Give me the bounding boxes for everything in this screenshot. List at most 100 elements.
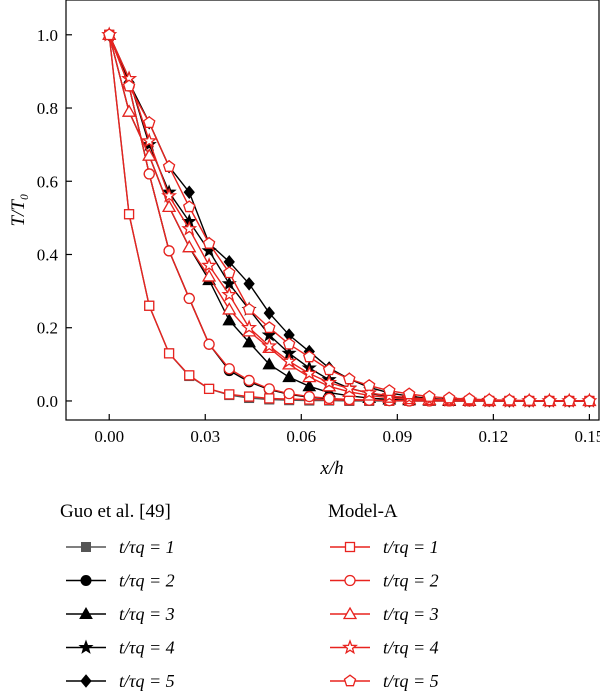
legend-item: t/τq = 4: [330, 638, 439, 658]
data-point: [163, 348, 175, 359]
legend-label: t/τq = 2: [383, 571, 439, 591]
legend-item: t/τq = 1: [330, 537, 439, 557]
legend-item: t/τq = 3: [330, 604, 439, 624]
data-point: [343, 372, 356, 385]
data-point: [243, 374, 255, 387]
data-point: [323, 392, 335, 405]
data-point: [361, 384, 378, 400]
data-point: [503, 393, 516, 406]
legend: Guo et al. [49] Model-A t/τq = 1 t/τq = 2 t/…: [60, 501, 439, 691]
legend-label: t/τq = 2: [119, 571, 175, 591]
legend-label: t/τq = 4: [383, 638, 439, 658]
data-point: [181, 220, 198, 236]
data-point: [583, 394, 596, 407]
legend-label: t/τq = 3: [383, 604, 439, 624]
x-tick-label: 0.09: [382, 427, 412, 446]
data-point: [562, 394, 576, 407]
axis-ticks: 0.00 0.03 0.06 0.09 0.12 0.15 0.0 0.2 0.4 0.6 0.8 1…: [37, 26, 600, 446]
data-point: [161, 199, 177, 213]
data-point: [222, 266, 236, 279]
data-point: [143, 168, 155, 180]
data-point: [482, 393, 496, 406]
legend-item: t/τq = 2: [66, 571, 175, 591]
series-guo-3: [102, 27, 597, 406]
legend-marker: [78, 639, 94, 654]
legend-marker: [80, 674, 92, 688]
y-tick-label: 1.0: [37, 26, 58, 45]
data-point: [242, 335, 256, 348]
series-line: [108, 34, 590, 402]
data-point: [263, 383, 275, 395]
y-axis-label: T/T₀: [8, 193, 29, 226]
legend-item: t/τq = 2: [330, 571, 439, 591]
data-point: [242, 302, 256, 315]
data-point: [223, 363, 235, 375]
series-model-a-4: [101, 26, 598, 408]
data-series: [101, 26, 598, 408]
data-point: [222, 302, 237, 315]
data-point: [241, 319, 258, 335]
data-point: [123, 209, 135, 220]
series-guo-2: [103, 29, 595, 407]
series-line: [108, 34, 590, 402]
data-point: [243, 277, 255, 291]
y-tick-label: 0.0: [37, 392, 58, 411]
data-point: [142, 116, 156, 129]
legend-group-title: Model-A: [328, 501, 398, 522]
x-axis-label: x/h: [319, 458, 343, 479]
series-line: [108, 34, 590, 402]
data-point: [184, 370, 195, 381]
legend-item: t/τq = 5: [330, 671, 439, 691]
legend-item: t/τq = 4: [66, 638, 175, 658]
y-tick-label: 0.2: [37, 319, 58, 338]
data-point: [203, 338, 215, 350]
legend-label: t/τq = 3: [119, 604, 175, 624]
series-line: [108, 34, 590, 402]
data-point: [163, 245, 175, 257]
series-model-a-1: [104, 29, 595, 407]
legend-marker: [81, 542, 91, 552]
legend-label: t/τq = 1: [383, 537, 439, 557]
series-guo-5: [103, 28, 596, 408]
legend-marker: [342, 639, 358, 655]
x-tick-label: 0.12: [478, 427, 508, 446]
data-point: [282, 337, 296, 350]
data-point: [141, 132, 158, 148]
data-point: [222, 313, 237, 326]
legend-item: t/τq = 5: [66, 671, 175, 691]
series-guo-1: [104, 29, 595, 406]
data-point: [182, 200, 196, 213]
data-point: [322, 363, 336, 376]
series-line: [108, 34, 590, 402]
data-point: [543, 394, 556, 407]
legend-item: t/τq = 1: [66, 537, 175, 557]
y-tick-label: 0.4: [37, 245, 59, 264]
data-point: [402, 387, 416, 400]
legend-marker: [344, 541, 356, 553]
legend-marker: [342, 606, 358, 620]
data-point: [122, 79, 136, 92]
data-point: [183, 185, 195, 200]
x-tick-label: 0.03: [190, 427, 220, 446]
series-line: [108, 34, 590, 402]
data-point: [321, 374, 338, 390]
data-point: [303, 390, 315, 403]
data-point: [262, 357, 277, 370]
y-tick-label: 0.8: [37, 99, 58, 118]
data-point: [243, 391, 255, 402]
legend-label: t/τq = 5: [383, 671, 439, 691]
legend-marker: [343, 674, 357, 687]
data-point: [221, 286, 238, 302]
x-tick-label: 0.06: [286, 427, 316, 446]
data-point: [302, 379, 317, 392]
data-point: [102, 28, 116, 41]
legend-label: t/τq = 5: [119, 671, 175, 691]
legend-label: t/τq = 4: [119, 638, 175, 658]
data-point: [281, 353, 298, 369]
data-point: [201, 257, 218, 273]
legend-marker: [79, 606, 93, 619]
series-model-a-2: [103, 29, 596, 407]
series-guo-4: [101, 26, 597, 408]
series-line: [108, 34, 590, 402]
